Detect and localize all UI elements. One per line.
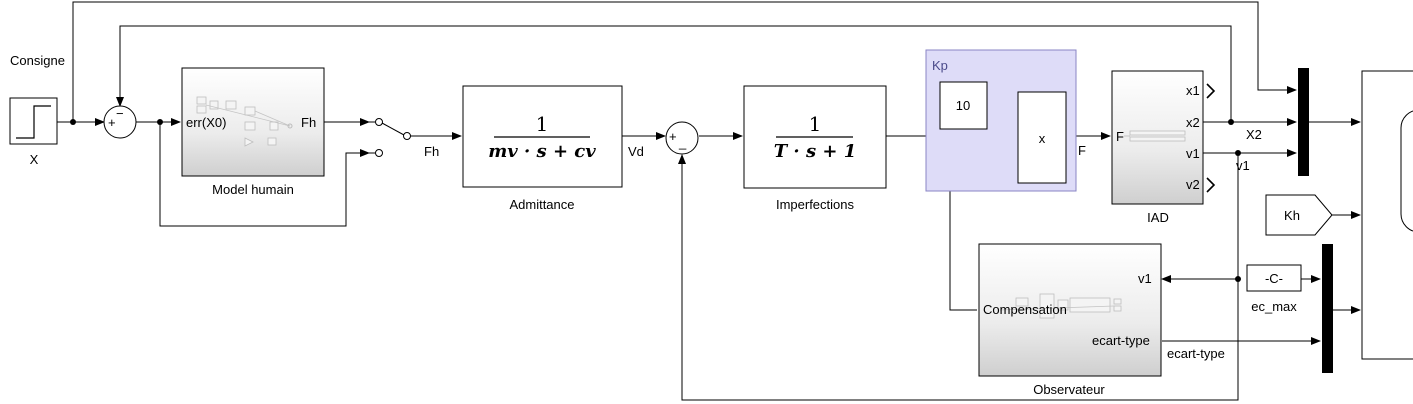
admittance-label: Admittance: [509, 197, 574, 212]
ecart-signal-label: ecart-type: [1167, 346, 1225, 361]
model-humain-label: Model humain: [212, 182, 294, 197]
sum-block-2[interactable]: + _: [665, 121, 699, 155]
observateur-thumbnail: [999, 293, 1122, 319]
step-label: X: [30, 152, 39, 167]
sum-block-1[interactable]: + −: [103, 105, 137, 139]
admittance-block[interactable]: 1 mv · s + cv: [462, 85, 623, 188]
vd-label: Vd: [628, 144, 644, 159]
observateur-in-v1: v1: [1138, 271, 1152, 286]
v2-port-chevron-icon: [1206, 177, 1216, 193]
ec-max-label: ec_max: [1251, 299, 1297, 314]
manual-switch[interactable]: [369, 118, 411, 157]
mux-upper[interactable]: [1298, 68, 1309, 176]
f-signal-label: F: [1078, 143, 1086, 158]
branch-points: [70, 119, 1241, 282]
sum2-plus: +: [669, 129, 677, 144]
iad-out-x1: x1: [1186, 83, 1200, 98]
iad-block[interactable]: F x1 x2 v1 v2: [1111, 70, 1216, 205]
iad-thumbnail: [1124, 130, 1186, 142]
sum2-minus: _: [678, 135, 687, 150]
step-block[interactable]: [9, 97, 58, 145]
imperfections-block[interactable]: 1 T · s + 1: [743, 85, 887, 189]
switch-out-label: Fh: [424, 144, 439, 159]
constant-10-value: 10: [956, 98, 970, 113]
model-thumbnail: [196, 96, 293, 147]
iad-out-x2: x2: [1186, 115, 1200, 130]
observateur-out-ecart: ecart-type: [1092, 333, 1150, 348]
imperfections-label: Imperfections: [776, 197, 855, 212]
x2-signal-label: X2: [1246, 127, 1262, 142]
imperfections-denominator: T · s + 1: [774, 141, 856, 162]
iad-in-port: F: [1116, 129, 1124, 144]
admittance-numerator: 1: [536, 112, 549, 136]
sum1-plus: +: [108, 115, 116, 130]
observateur-out-compensation: Compensation: [983, 302, 1067, 317]
model-humain-block[interactable]: err(X0) Fh: [181, 67, 325, 177]
step-icon: [16, 105, 51, 139]
scope-block[interactable]: [1361, 70, 1413, 360]
constant-10-block[interactable]: 10: [939, 81, 988, 130]
admittance-denominator: mv · s + cv: [488, 141, 596, 162]
constant-c-block[interactable]: -C-: [1246, 264, 1302, 292]
mux-lower[interactable]: [1322, 244, 1333, 373]
iad-out-v2: v2: [1186, 177, 1200, 192]
iad-label: IAD: [1147, 210, 1169, 225]
kh-block[interactable]: Kh: [1265, 194, 1333, 236]
observateur-label: Observateur: [1033, 382, 1105, 397]
scope-screen-icon: [1400, 110, 1413, 232]
iad-out-v1: v1: [1186, 146, 1200, 161]
product-block[interactable]: x: [1017, 91, 1067, 184]
constant-c-value: -C-: [1265, 271, 1283, 286]
sum1-minus: −: [116, 106, 124, 121]
kp-title: Kp: [932, 58, 948, 73]
kh-label: Kh: [1284, 208, 1300, 223]
model-out-port: Fh: [301, 115, 316, 130]
model-in-port: err(X0): [186, 115, 226, 130]
v1-signal-label: v1: [1236, 158, 1250, 173]
product-symbol: x: [1039, 131, 1046, 146]
x1-port-chevron-icon: [1206, 83, 1216, 99]
observateur-block[interactable]: v1 Compensation ecart-type: [978, 243, 1162, 377]
imperfections-numerator: 1: [809, 112, 822, 136]
consigne-label: Consigne: [10, 53, 65, 68]
